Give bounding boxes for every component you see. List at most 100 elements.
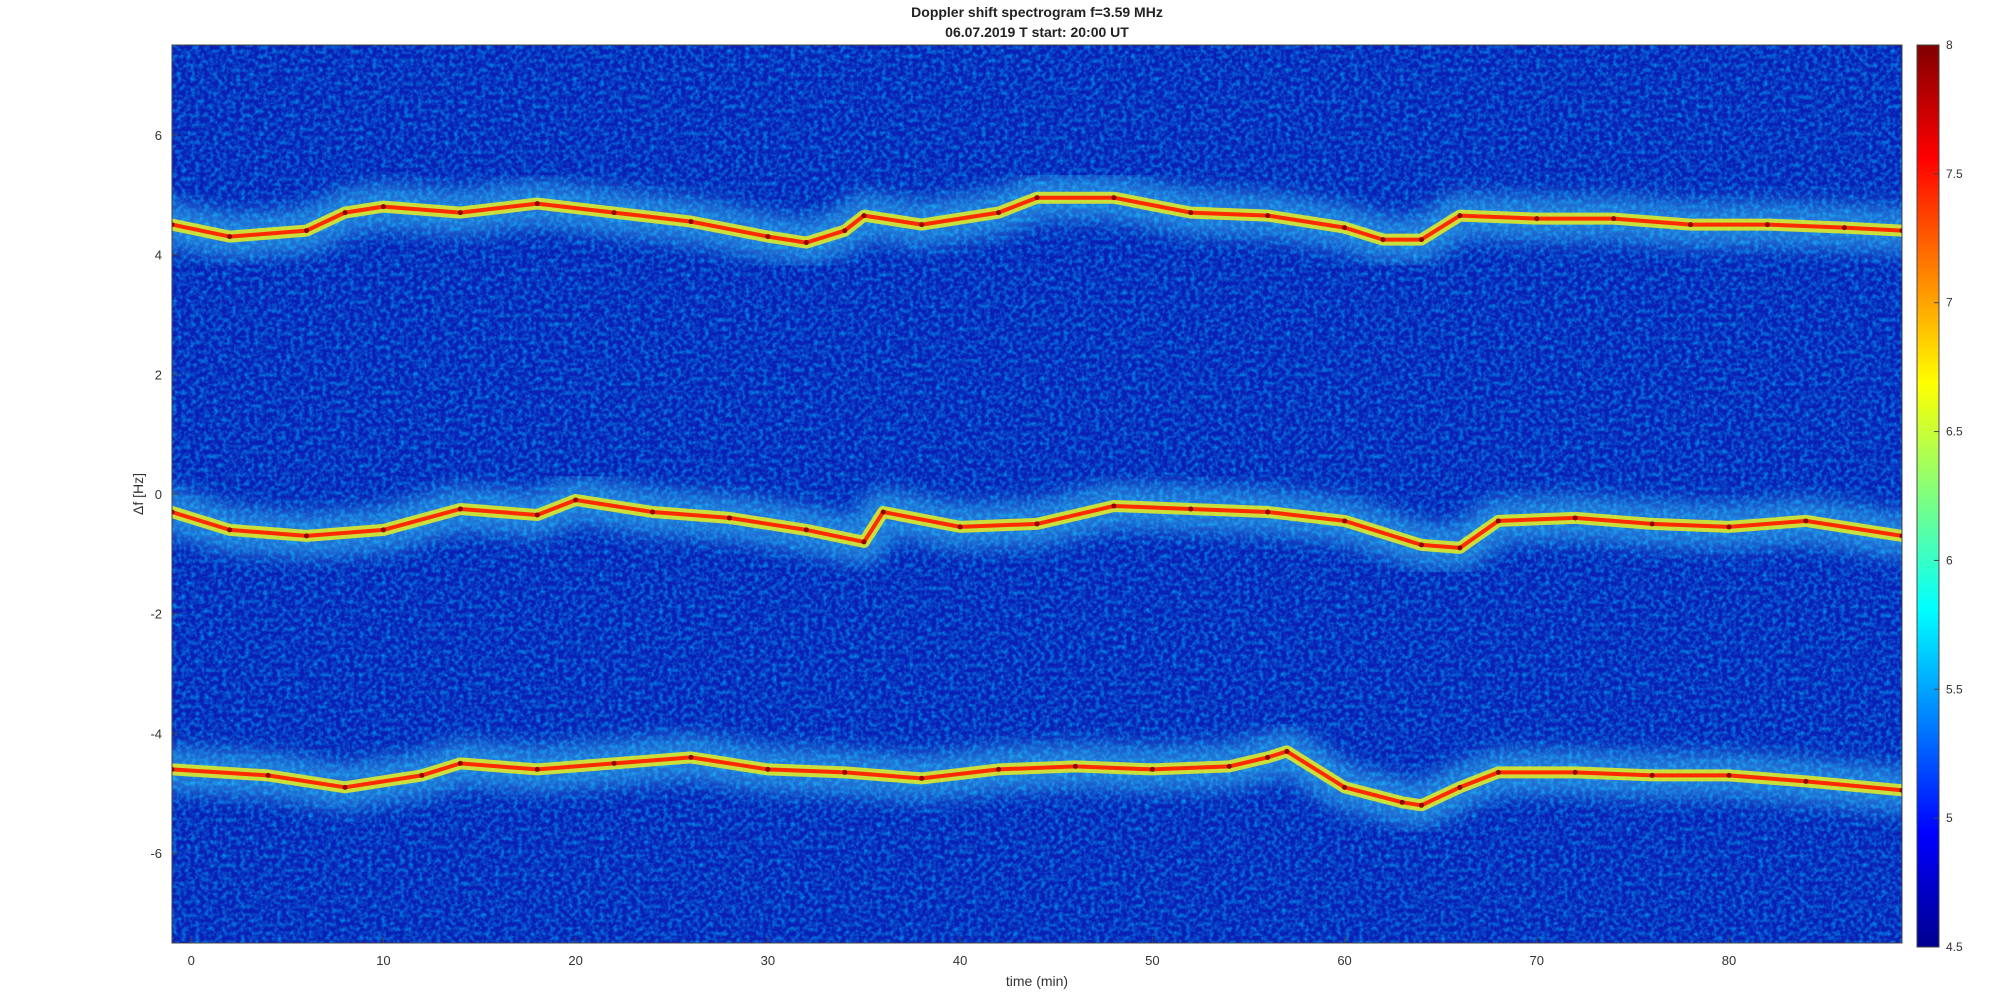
x-tick-label: 10 — [376, 953, 390, 968]
trace-point — [1764, 222, 1770, 228]
trace-point — [1188, 210, 1194, 216]
colorbar-tick-label: 5.5 — [1946, 682, 1963, 696]
x-tick-label: 20 — [568, 953, 582, 968]
trace-point — [457, 760, 463, 766]
trace-point — [534, 512, 540, 518]
y-tick-label: -2 — [150, 607, 162, 622]
trace-point — [919, 775, 925, 781]
trace-point — [1726, 524, 1732, 530]
trace-point — [765, 234, 771, 240]
plot-area — [171, 44, 1903, 944]
trace-point — [1265, 213, 1271, 219]
trace-point — [227, 234, 233, 240]
x-tick-label: 60 — [1337, 953, 1351, 968]
trace-point — [172, 222, 175, 228]
trace-point — [304, 533, 310, 539]
chart-title: Doppler shift spectrogram f=3.59 MHz — [911, 4, 1163, 20]
trace-point — [1841, 225, 1847, 231]
trace-point — [419, 772, 425, 778]
trace-point — [996, 210, 1002, 216]
trace-point — [611, 210, 617, 216]
trace-point — [1342, 784, 1348, 790]
trace-point — [688, 754, 694, 760]
x-axis: 0 10 20 30 40 50 60 70 80 — [188, 937, 1736, 968]
trace-point — [726, 515, 732, 521]
colorbar-tick-label: 7 — [1946, 296, 1953, 310]
y-tick-label: 6 — [155, 128, 162, 143]
colorbar-tick-label: 6.5 — [1946, 425, 1963, 439]
trace-point — [803, 240, 809, 246]
trace-point — [1457, 213, 1463, 219]
trace-point — [611, 760, 617, 766]
trace-point — [1803, 778, 1809, 784]
y-tick-label: -4 — [150, 726, 162, 741]
y-tick-label: 4 — [155, 248, 162, 263]
colorbar: 8 7.5 7 6.5 6 5.5 5 4.5 — [1916, 38, 1963, 954]
trace-point — [1111, 195, 1117, 201]
trace-point — [919, 222, 925, 228]
trace-point — [842, 769, 848, 775]
trace-point — [342, 784, 348, 790]
trace-point — [1726, 772, 1732, 778]
chart-subtitle: 06.07.2019 T start: 20:00 UT — [945, 24, 1129, 40]
x-tick-label: 50 — [1145, 953, 1159, 968]
trace-point — [1418, 802, 1424, 808]
trace-point — [650, 509, 656, 515]
y-axis: 6 4 2 0 -2 -4 -6 — [150, 128, 178, 861]
trace-point — [1803, 518, 1809, 524]
trace-point — [1188, 506, 1194, 512]
trace-point — [861, 213, 867, 219]
trace-point — [1649, 772, 1655, 778]
trace-point — [1572, 769, 1578, 775]
trace-line — [172, 498, 1902, 550]
x-tick-label: 30 — [761, 953, 775, 968]
trace-point — [1457, 545, 1463, 551]
trace-point — [265, 772, 271, 778]
doppler-traces — [172, 174, 1902, 829]
x-tick-label: 40 — [953, 953, 967, 968]
trace-point — [880, 509, 886, 515]
trace-point — [1899, 533, 1902, 539]
trace-point — [380, 527, 386, 533]
trace-point — [1284, 748, 1290, 754]
trace-point — [573, 497, 579, 503]
y-tick-label: 0 — [155, 487, 162, 502]
trace-point — [1111, 503, 1117, 509]
trace-point — [1649, 521, 1655, 527]
colorbar-tick-label: 5 — [1946, 811, 1953, 825]
colorbar-ticks: 8 7.5 7 6.5 6 5.5 5 4.5 — [1934, 38, 1963, 954]
trace-point — [861, 539, 867, 545]
trace-point — [534, 766, 540, 772]
x-tick-label: 70 — [1530, 953, 1544, 968]
trace-point — [1265, 509, 1271, 515]
y-tick-label: -6 — [150, 846, 162, 861]
trace-point — [1342, 225, 1348, 231]
x-tick-label: 80 — [1722, 953, 1736, 968]
trace-point — [1226, 763, 1232, 769]
trace-point — [1899, 228, 1902, 234]
trace-point — [1899, 787, 1902, 793]
trace-point — [1342, 518, 1348, 524]
trace-point — [342, 210, 348, 216]
trace-point — [1418, 542, 1424, 548]
trace-point — [1399, 799, 1405, 805]
trace-point — [1380, 237, 1386, 243]
trace-point — [1495, 769, 1501, 775]
colorbar-tick-label: 8 — [1946, 38, 1953, 52]
x-tick-label: 0 — [188, 953, 195, 968]
trace-point — [457, 506, 463, 512]
trace-point — [1688, 222, 1694, 228]
x-axis-label: time (min) — [1006, 973, 1068, 989]
trace-point — [534, 201, 540, 207]
trace-point — [380, 204, 386, 210]
trace-point — [457, 210, 463, 216]
trace-point — [1495, 518, 1501, 524]
trace-point — [803, 527, 809, 533]
trace-point — [688, 219, 694, 225]
trace-point — [1034, 521, 1040, 527]
trace-point — [227, 527, 233, 533]
trace-point — [765, 766, 771, 772]
trace-point — [1457, 784, 1463, 790]
y-axis-label: Δf [Hz] — [130, 473, 146, 515]
